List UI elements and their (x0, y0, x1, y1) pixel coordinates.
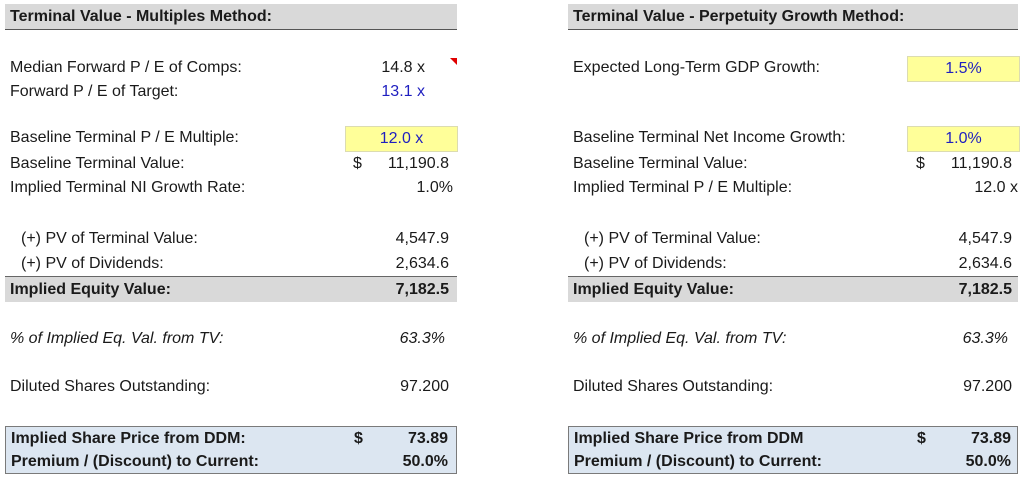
ni-growth-label: Baseline Terminal Net Income Growth: (573, 129, 846, 146)
pct-tv-row[interactable]: % of Implied Eq. Val. from TV: 63.3% (568, 327, 1018, 351)
pv-div-label: (+) PV of Dividends: (21, 255, 164, 272)
baseline-tv-label: Baseline Terminal Value: (573, 155, 748, 172)
pct-tv-label: % of Implied Eq. Val. from TV: (573, 330, 787, 347)
share-price-row[interactable]: Implied Share Price from DDM: $ 73.89 (6, 427, 456, 450)
premium-label: Premium / (Discount) to Current: (574, 453, 823, 470)
shares-row[interactable]: Diluted Shares Outstanding: 97.200 (568, 375, 1018, 399)
pct-tv-label: % of Implied Eq. Val. from TV: (10, 330, 224, 347)
share-price-label: Implied Share Price from DDM (574, 430, 804, 447)
baseline-tv-row[interactable]: Baseline Terminal Value: $ 11,190.8 (5, 152, 457, 176)
premium-row[interactable]: Premium / (Discount) to Current: 50.0% (6, 450, 456, 473)
equity-value-row[interactable]: Implied Equity Value: 7,182.5 (568, 276, 1018, 302)
baseline-tv-row[interactable]: Baseline Terminal Value: $ 11,190.8 (568, 152, 1018, 176)
perpetuity-result-box: Implied Share Price from DDM $ 73.89 Pre… (568, 426, 1018, 474)
share-price-row[interactable]: Implied Share Price from DDM $ 73.89 (569, 427, 1017, 450)
multiples-result-box: Implied Share Price from DDM: $ 73.89 Pr… (5, 426, 457, 474)
baseline-tv-value[interactable]: 11,190.8 (387, 155, 449, 172)
pct-tv-value[interactable]: 63.3% (962, 330, 1008, 347)
premium-label: Premium / (Discount) to Current: (11, 453, 260, 470)
pv-div-value[interactable]: 2,634.6 (395, 255, 449, 272)
share-price-value[interactable]: 73.89 (407, 430, 448, 447)
pct-tv-value[interactable]: 63.3% (399, 330, 445, 347)
implied-multiple-row[interactable]: Implied Terminal P / E Multiple: 12.0 x (568, 176, 1018, 200)
pv-tv-label: (+) PV of Terminal Value: (584, 230, 761, 247)
implied-growth-row[interactable]: Implied Terminal NI Growth Rate: 1.0% (5, 176, 457, 200)
shares-label: Diluted Shares Outstanding: (573, 378, 774, 395)
pv-div-row[interactable]: (+) PV of Dividends: 2,634.6 (568, 252, 1018, 276)
equity-value-row[interactable]: Implied Equity Value: 7,182.5 (5, 276, 457, 302)
ni-growth-row[interactable]: Baseline Terminal Net Income Growth: 1.0… (568, 126, 1020, 152)
premium-row[interactable]: Premium / (Discount) to Current: 50.0% (569, 450, 1017, 473)
implied-multiple-value[interactable]: 12.0 x (974, 179, 1018, 196)
pv-div-row[interactable]: (+) PV of Dividends: 2,634.6 (5, 252, 457, 276)
shares-value[interactable]: 97.200 (400, 378, 449, 395)
baseline-tv-label: Baseline Terminal Value: (10, 155, 185, 172)
pct-tv-row[interactable]: % of Implied Eq. Val. from TV: 63.3% (5, 327, 457, 351)
premium-value[interactable]: 50.0% (402, 453, 448, 470)
pv-tv-row[interactable]: (+) PV of Terminal Value: 4,547.9 (568, 227, 1018, 251)
pv-tv-label: (+) PV of Terminal Value: (21, 230, 198, 247)
share-price-label: Implied Share Price from DDM: (11, 430, 246, 447)
equity-value-label: Implied Equity Value: (573, 281, 734, 298)
equity-value-label: Implied Equity Value: (10, 281, 171, 298)
equity-value[interactable]: 7,182.5 (958, 281, 1012, 298)
perpetuity-title: Terminal Value - Perpetuity Growth Metho… (568, 4, 1018, 30)
comment-marker-icon[interactable] (450, 58, 457, 65)
median-pe-value[interactable]: 14.8 x (381, 59, 425, 76)
pv-tv-row[interactable]: (+) PV of Terminal Value: 4,547.9 (5, 227, 457, 251)
baseline-tv-currency: $ (353, 155, 362, 172)
implied-multiple-label: Implied Terminal P / E Multiple: (573, 179, 793, 196)
baseline-multiple-input[interactable]: 12.0 x (345, 126, 458, 152)
baseline-multiple-label: Baseline Terminal P / E Multiple: (10, 129, 239, 146)
shares-label: Diluted Shares Outstanding: (10, 378, 211, 395)
baseline-multiple-row[interactable]: Baseline Terminal P / E Multiple: 12.0 x (5, 126, 458, 152)
equity-value[interactable]: 7,182.5 (395, 281, 449, 298)
baseline-tv-value[interactable]: 11,190.8 (950, 155, 1012, 172)
implied-growth-label: Implied Terminal NI Growth Rate: (10, 179, 246, 196)
gdp-growth-row[interactable]: Expected Long-Term GDP Growth: 1.5% (568, 56, 1020, 82)
target-pe-value[interactable]: 13.1 x (381, 83, 425, 100)
target-pe-label: Forward P / E of Target: (10, 83, 179, 100)
premium-value[interactable]: 50.0% (965, 453, 1011, 470)
median-pe-label: Median Forward P / E of Comps: (10, 59, 242, 76)
pv-div-label: (+) PV of Dividends: (584, 255, 727, 272)
shares-value[interactable]: 97.200 (963, 378, 1012, 395)
median-pe-row[interactable]: Median Forward P / E of Comps: 14.8 x (5, 56, 457, 80)
pv-div-value[interactable]: 2,634.6 (958, 255, 1012, 272)
share-price-value[interactable]: 73.89 (970, 430, 1011, 447)
baseline-tv-currency: $ (916, 155, 925, 172)
share-price-currency: $ (917, 430, 926, 447)
multiples-title: Terminal Value - Multiples Method: (5, 4, 457, 30)
implied-growth-value[interactable]: 1.0% (416, 179, 453, 196)
share-price-currency: $ (354, 430, 363, 447)
shares-row[interactable]: Diluted Shares Outstanding: 97.200 (5, 375, 457, 399)
target-pe-row[interactable]: Forward P / E of Target: 13.1 x (5, 80, 457, 104)
gdp-growth-input[interactable]: 1.5% (907, 56, 1020, 82)
pv-tv-value[interactable]: 4,547.9 (958, 230, 1012, 247)
gdp-growth-label: Expected Long-Term GDP Growth: (573, 59, 820, 76)
ni-growth-input[interactable]: 1.0% (907, 126, 1020, 152)
pv-tv-value[interactable]: 4,547.9 (395, 230, 449, 247)
